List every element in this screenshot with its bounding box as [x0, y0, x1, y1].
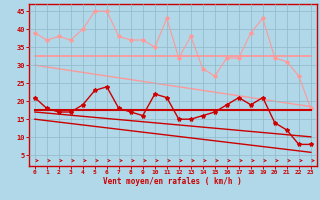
- X-axis label: Vent moyen/en rafales ( km/h ): Vent moyen/en rafales ( km/h ): [103, 177, 242, 186]
